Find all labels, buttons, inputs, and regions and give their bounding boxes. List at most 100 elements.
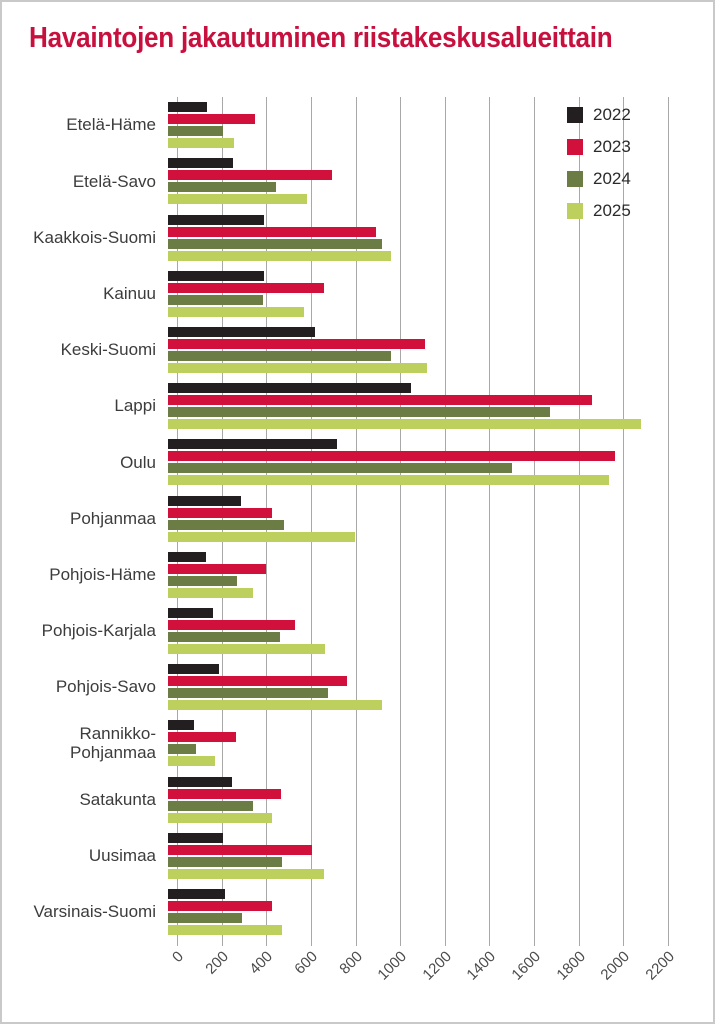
bar-2025 — [168, 419, 642, 430]
chart-row: Lappi — [2, 378, 668, 434]
gridline — [355, 97, 357, 940]
bar-2023 — [168, 507, 272, 518]
bar-2023 — [168, 732, 237, 743]
bar-group — [168, 266, 659, 322]
x-tick-label: 400 — [246, 948, 277, 978]
x-tick-label: 1000 — [374, 948, 411, 984]
x-tick-label: 200 — [201, 948, 232, 978]
bar-2022 — [168, 270, 264, 281]
chart-row: Etelä-Savo — [2, 153, 668, 209]
category-label: Lappi — [114, 396, 156, 416]
bar-2024 — [168, 631, 280, 642]
x-tick-label: 600 — [291, 948, 321, 978]
axis-tick-mark — [221, 940, 223, 946]
gridlines-layer — [177, 97, 669, 946]
bar-group — [168, 490, 659, 546]
bar-group — [168, 828, 659, 884]
bar-2024 — [168, 350, 392, 361]
gridline — [444, 97, 446, 940]
legend-label: 2023 — [593, 137, 631, 156]
legend-swatch — [567, 139, 583, 155]
bar-2023 — [168, 788, 281, 799]
gridline — [623, 97, 625, 940]
bar-2025 — [168, 868, 325, 879]
axis-tick-mark — [310, 940, 312, 946]
chart-row: Pohjois-Karjala — [2, 603, 668, 659]
axis-tick-mark — [489, 940, 491, 946]
axis-tick-mark — [578, 940, 580, 946]
bar-2025 — [168, 194, 308, 205]
bar-2024 — [168, 407, 550, 418]
category-label: Rannikko- Pohjanmaa — [69, 723, 156, 763]
legend-label: 2025 — [593, 201, 631, 220]
bar-2023 — [168, 114, 256, 125]
bar-2024 — [168, 182, 277, 193]
bar-2024 — [168, 856, 282, 867]
gridline — [578, 97, 580, 940]
category-label: Oulu — [120, 452, 156, 472]
category-label: Etelä-Häme — [66, 115, 156, 135]
bar-2025 — [168, 756, 215, 767]
bar-2024 — [168, 238, 383, 249]
bar-group — [168, 659, 659, 715]
bar-2023 — [168, 395, 593, 406]
bar-group — [168, 547, 659, 603]
bar-2022 — [168, 158, 233, 169]
legend-entry: 2024 — [567, 169, 631, 189]
gridline — [489, 97, 491, 940]
bar-2022 — [168, 888, 225, 899]
x-axis-labels: 0 200 400 600 800 1000 1200 1400 1600 1800 2000 220… — [169, 948, 678, 1018]
plot-rows: Etelä-Häme Etelä-Savo Kaakkois-Suomi Kainuu… — [2, 97, 668, 940]
category-label: Varsinais-Suomi — [33, 902, 156, 922]
bar-2025 — [168, 812, 272, 823]
chart-row: Pohjois-Häme — [2, 547, 668, 603]
legend-entry: 2023 — [567, 137, 631, 157]
gridline — [310, 97, 312, 940]
x-tick-label: 1400 — [463, 948, 500, 984]
bar-2024 — [168, 519, 285, 530]
legend-swatch — [567, 203, 583, 219]
bar-2025 — [168, 362, 427, 373]
x-tick-label: 1800 — [553, 948, 589, 984]
chart-title: Havaintojen jakautuminen riistakeskusalu… — [29, 22, 613, 54]
category-label: Kaakkois-Suomi — [33, 227, 156, 247]
category-label: Pohjois-Karjala — [41, 621, 156, 641]
gridline — [266, 97, 268, 940]
chart-row: Oulu — [2, 434, 668, 490]
category-label: Kainuu — [103, 283, 156, 303]
chart-row: Etelä-Häme — [2, 97, 668, 153]
bar-2022 — [168, 664, 220, 675]
axis-tick-mark — [623, 940, 625, 946]
gridline — [400, 97, 402, 940]
legend-entry: 2022 — [567, 105, 631, 125]
bar-2022 — [168, 214, 264, 225]
bar-group — [168, 209, 659, 265]
chart-row: Varsinais-Suomi — [2, 884, 668, 940]
bar-2025 — [168, 643, 326, 654]
bar-2022 — [168, 832, 223, 843]
bar-2022 — [168, 326, 316, 337]
bar-2024 — [168, 575, 238, 586]
axis-tick-mark — [177, 940, 178, 946]
bar-2022 — [168, 439, 337, 450]
bar-group — [168, 715, 659, 771]
category-label: Pohjois-Savo — [55, 677, 156, 697]
category-label: Etelä-Savo — [72, 171, 156, 191]
legend-label: 2024 — [593, 169, 631, 188]
category-label: Satakunta — [79, 789, 156, 809]
chart-row: Pohjanmaa — [2, 490, 668, 546]
x-tick-label: 800 — [335, 948, 366, 978]
bar-2024 — [168, 744, 196, 755]
legend-label: 2022 — [593, 105, 631, 124]
bar-group — [168, 771, 659, 827]
gridline — [177, 97, 178, 940]
bar-2024 — [168, 688, 328, 699]
bar-2025 — [168, 306, 305, 317]
bar-group — [168, 378, 659, 434]
bar-2024 — [168, 800, 253, 811]
gridline — [221, 97, 223, 940]
axis-tick-mark — [444, 940, 446, 946]
x-tick-label: 1600 — [508, 948, 545, 984]
bar-2023 — [168, 282, 325, 293]
bar-2022 — [168, 102, 208, 113]
